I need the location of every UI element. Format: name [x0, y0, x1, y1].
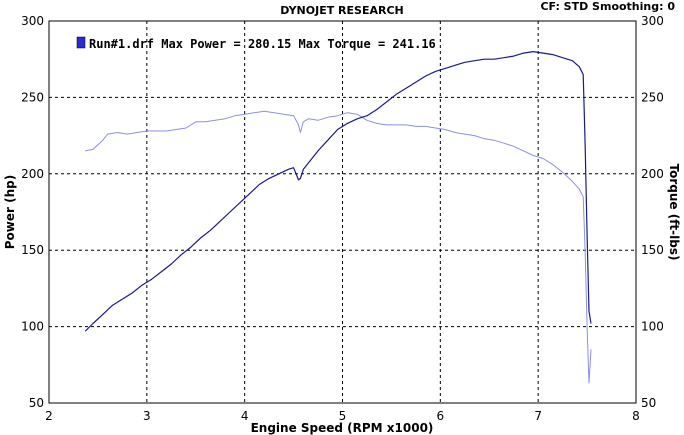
- y-left-tick-labels: 50 100 150 200 250 300: [21, 14, 44, 410]
- y-right-tick-label: 50: [641, 396, 656, 410]
- y-left-tick-label: 300: [21, 14, 44, 28]
- x-axis-label: Engine Speed (RPM x1000): [251, 421, 434, 435]
- legend-text: Run#1.drf Max Power = 280.15 Max Torque …: [89, 37, 436, 51]
- x-tick-label: 5: [339, 409, 347, 423]
- x-tick-labels: 2 3 4 5 6 7 8: [45, 409, 640, 423]
- plot-frame: [48, 20, 637, 404]
- x-tick-label: 2: [45, 409, 53, 423]
- y-left-tick-label: 100: [21, 320, 44, 334]
- y-right-tick-label: 200: [641, 167, 664, 181]
- y-axis-label-right: Torque (ft-lbs): [667, 164, 681, 261]
- x-tick-label: 4: [241, 409, 249, 423]
- y-left-tick-label: 200: [21, 167, 44, 181]
- y-left-tick-label: 150: [21, 243, 44, 257]
- series-group: [84, 50, 592, 384]
- header-right-info: CF: STD Smoothing: 0: [540, 0, 675, 13]
- x-tick-label: 8: [632, 409, 640, 423]
- y-left-tick-label: 250: [21, 90, 44, 104]
- torque-curve: [85, 110, 592, 384]
- legend-swatch: [76, 36, 86, 49]
- grid-lines: [49, 21, 636, 403]
- y-right-tick-labels: 50 100 150 200 250 300: [641, 14, 664, 410]
- chart-title: DYNOJET RESEARCH: [280, 4, 403, 17]
- x-tick-label: 6: [437, 409, 445, 423]
- x-tick-label: 3: [143, 409, 151, 423]
- y-right-tick-label: 150: [641, 243, 664, 257]
- y-right-tick-label: 100: [641, 320, 664, 334]
- power-curve: [84, 50, 592, 332]
- y-left-tick-label: 50: [29, 396, 44, 410]
- y-right-tick-label: 250: [641, 90, 664, 104]
- y-right-tick-label: 300: [641, 14, 664, 28]
- y-axis-label-left: Power (hp): [3, 175, 17, 249]
- x-tick-label: 7: [534, 409, 542, 423]
